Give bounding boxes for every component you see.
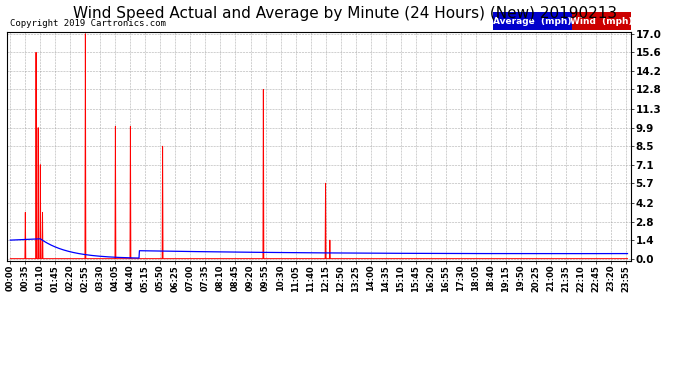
- Text: Wind  (mph): Wind (mph): [570, 16, 633, 26]
- Text: Average  (mph): Average (mph): [493, 16, 571, 26]
- Text: Copyright 2019 Cartronics.com: Copyright 2019 Cartronics.com: [10, 20, 166, 28]
- Text: Wind Speed Actual and Average by Minute (24 Hours) (New) 20190213: Wind Speed Actual and Average by Minute …: [73, 6, 617, 21]
